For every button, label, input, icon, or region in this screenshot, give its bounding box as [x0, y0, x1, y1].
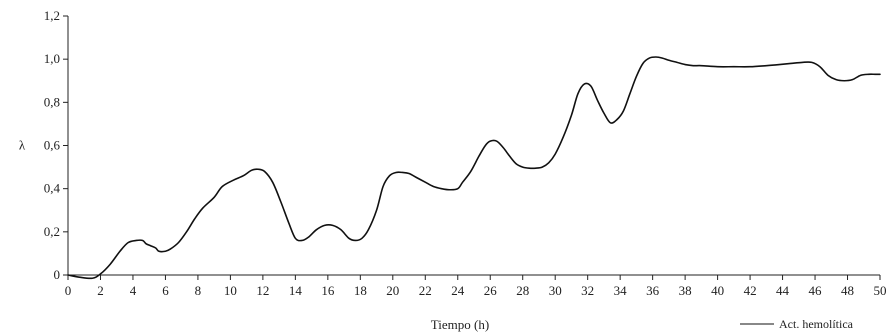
- x-tick-label: 38: [679, 283, 692, 298]
- legend-label: Act. hemolítica: [779, 317, 854, 331]
- x-tick-label: 0: [65, 283, 72, 298]
- x-tick-label: 2: [97, 283, 104, 298]
- x-tick-label: 46: [809, 283, 823, 298]
- x-tick-label: 18: [354, 283, 367, 298]
- x-tick-label: 24: [451, 283, 465, 298]
- x-tick-label: 34: [614, 283, 628, 298]
- y-tick-label: 0: [54, 267, 61, 282]
- x-tick-label: 32: [581, 283, 594, 298]
- x-tick-label: 16: [321, 283, 335, 298]
- x-tick-label: 40: [711, 283, 724, 298]
- x-tick-label: 50: [874, 283, 887, 298]
- x-tick-label: 22: [419, 283, 432, 298]
- x-tick-label: 26: [484, 283, 498, 298]
- series-group: [67, 56, 881, 280]
- y-tick-label: 1,0: [44, 51, 60, 66]
- x-tick-label: 14: [289, 283, 303, 298]
- x-tick-label: 4: [130, 283, 137, 298]
- x-tick-label: 30: [549, 283, 562, 298]
- x-axis-title: Tiempo (h): [431, 317, 489, 332]
- y-tick-label: 0,4: [44, 181, 61, 196]
- legend: Act. hemolítica: [740, 317, 854, 331]
- x-tick-label: 8: [195, 283, 202, 298]
- x-axis: 0 2 4 6 8 10 12 14 16 18 20 22 24 26 28 30 32 34 36 38 40 42 4…: [65, 274, 887, 298]
- x-tick-label: 44: [776, 283, 790, 298]
- series-line: [67, 56, 881, 280]
- y-axis: 0 0,2 0,4 0,6 0,8 1,0 1,2: [44, 8, 69, 282]
- y-tick-label: 1,2: [44, 8, 60, 23]
- y-tick-label: 0,2: [44, 224, 60, 239]
- x-tick-label: 28: [516, 283, 529, 298]
- x-tick-label: 20: [386, 283, 399, 298]
- x-tick-label: 6: [162, 283, 169, 298]
- x-tick-label: 42: [744, 283, 757, 298]
- y-axis-title: λ: [19, 138, 26, 153]
- x-tick-group: 0 2 4 6 8 10 12 14 16 18 20 22 24 26 28 30 32 34 36 38 40 42 4…: [65, 275, 887, 298]
- y-tick-label: 0,8: [44, 94, 60, 109]
- x-tick-label: 36: [646, 283, 660, 298]
- x-tick-label: 10: [224, 283, 237, 298]
- x-tick-label: 48: [841, 283, 854, 298]
- y-tick-group: 0 0,2 0,4 0,6 0,8 1,0 1,2: [44, 8, 68, 282]
- x-tick-label: 12: [256, 283, 269, 298]
- y-tick-label: 0,6: [44, 138, 61, 153]
